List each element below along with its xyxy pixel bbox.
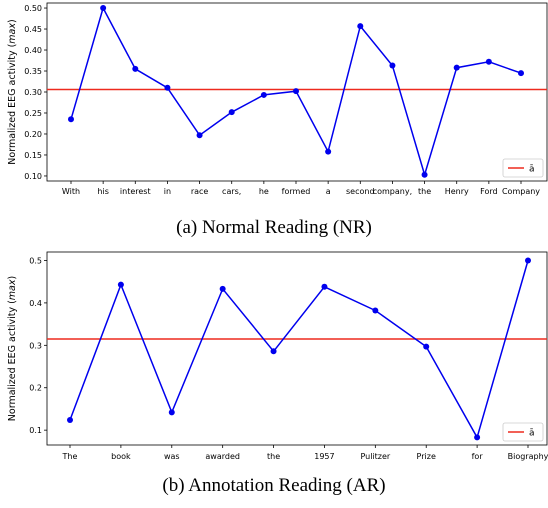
data-point: [132, 65, 139, 72]
x-tick-label: company,: [373, 187, 412, 196]
data-point: [68, 116, 74, 123]
y-tick-label: 0.45: [24, 25, 42, 34]
x-tick-label: Henry: [445, 187, 469, 196]
data-point: [260, 91, 267, 98]
data-point: [372, 307, 379, 314]
data-point: [325, 148, 332, 155]
caption-annotation-reading: (b) Annotation Reading (AR): [162, 475, 386, 496]
y-tick-label: 0.1: [29, 426, 42, 435]
y-tick-label: 0.35: [24, 67, 42, 76]
y-axis-label-italic: max: [7, 23, 18, 44]
y-tick-label: 0.4: [29, 299, 42, 308]
x-tick-label: the: [418, 187, 431, 196]
y-axis-label-italic: max: [7, 279, 18, 300]
y-tick-label: 0.20: [24, 130, 42, 139]
y-axis-label-text: Normalized EEG activity (: [7, 300, 18, 421]
y-axis-label-text: Normalized EEG activity (: [7, 44, 18, 165]
y-axis-label-close: ): [7, 19, 18, 23]
data-point: [67, 416, 73, 423]
data-point: [164, 84, 171, 91]
y-tick-label: 0.50: [24, 4, 42, 13]
x-tick-label: cars,: [222, 187, 241, 196]
y-axis-label-close: ): [7, 276, 18, 280]
x-tick-label: book: [111, 452, 131, 461]
x-tick-label: formed: [282, 187, 311, 196]
data-point: [228, 109, 235, 116]
x-tick-label: second: [346, 187, 375, 196]
data-point: [219, 285, 226, 292]
x-tick-label: the: [267, 452, 280, 461]
data-point: [196, 132, 203, 139]
y-tick-label: 0.40: [24, 46, 42, 55]
x-tick-label: interest: [120, 187, 151, 196]
data-point: [453, 64, 460, 71]
caption-normal-reading: (a) Normal Reading (NR): [176, 217, 372, 238]
x-tick-label: was: [164, 452, 180, 461]
data-point: [485, 58, 492, 65]
x-tick-label: Company: [502, 187, 540, 196]
chart-normal-reading: 0.10 0.15 0.20 0.25 0.30 0.35 0.40 0.45 0.50 With…: [7, 2, 548, 196]
data-point: [270, 348, 277, 355]
x-tick-label: for: [472, 452, 484, 461]
y-tick-label: 0.3: [29, 341, 42, 350]
x-tick-label: The: [62, 452, 78, 461]
y-tick-label: 0.25: [24, 109, 42, 118]
legend-label: ā: [529, 165, 535, 175]
legend-label: ā: [529, 429, 535, 439]
data-point: [525, 257, 531, 264]
y-tick-label: 0.15: [24, 151, 42, 160]
data-point: [518, 70, 524, 77]
x-tick-label: awarded: [205, 452, 240, 461]
y-axis-label: Normalized EEG activity (max): [7, 276, 18, 421]
data-point: [293, 88, 299, 95]
x-tick-label: 1957: [314, 452, 334, 461]
data-point: [389, 62, 396, 69]
data-point: [321, 283, 328, 290]
x-tick-label: Prize: [417, 452, 436, 461]
y-tick-label: 0.30: [24, 88, 42, 97]
data-point: [168, 409, 175, 416]
x-tick-label: his: [97, 187, 108, 196]
x-tick-label: in: [164, 187, 171, 196]
data-point: [423, 343, 430, 350]
series-line: [69, 260, 529, 440]
data-point: [100, 5, 107, 12]
x-tick-label: Ford: [480, 187, 497, 196]
x-tick-label: he: [259, 187, 269, 196]
x-tick-label: With: [62, 187, 80, 196]
x-tick-label: Pulitzer: [360, 452, 390, 461]
data-point: [117, 281, 124, 288]
plot-frame: [46, 251, 548, 446]
x-tick-label: race: [191, 187, 209, 196]
y-tick-label: 0.2: [29, 384, 42, 393]
data-point: [474, 434, 481, 441]
y-axis-label: Normalized EEG activity (max): [7, 19, 18, 164]
y-tick-label: 0.10: [24, 172, 42, 181]
data-point: [357, 23, 364, 30]
chart-annotation-reading: 0.1 0.2 0.3 0.4 0.5 The book was awarded the 1957 P…: [7, 251, 548, 461]
x-tick-label: a: [326, 187, 331, 196]
data-point: [421, 171, 428, 178]
y-tick-label: 0.5: [29, 256, 42, 265]
x-tick-label: Biography: [508, 452, 548, 461]
